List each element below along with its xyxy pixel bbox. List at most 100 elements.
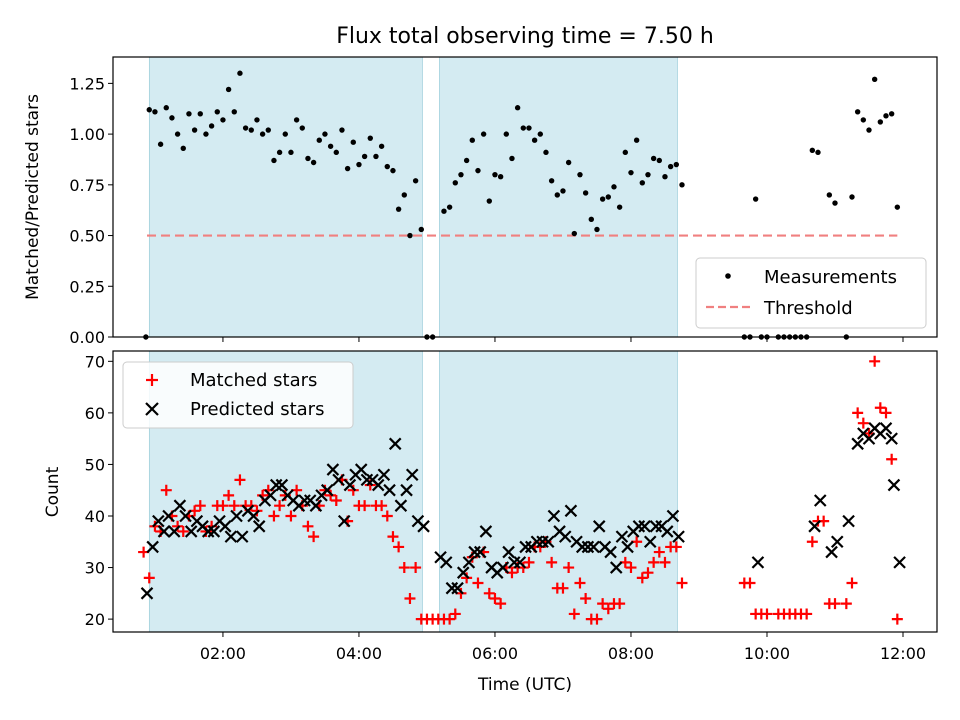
top-legend-box (695, 257, 927, 329)
matched-star-point (648, 556, 660, 568)
top-x-ticks (222, 337, 904, 342)
measurement-point (242, 125, 249, 131)
predicted-star-point (830, 535, 844, 549)
predicted-star-point (326, 463, 340, 476)
measurement-point (214, 109, 220, 115)
predicted-star-point (167, 525, 181, 538)
measurement-point (197, 111, 203, 117)
measurement-point (316, 137, 322, 143)
measurement-point (543, 149, 549, 156)
predicted-star-point (298, 494, 311, 507)
top-shaded-intervals (148, 56, 678, 338)
measurement-point (509, 155, 515, 162)
predicted-star-point (264, 489, 277, 502)
measurement-point (401, 192, 407, 198)
legend-matched-label: Matched stars (190, 370, 317, 391)
measurement-point (645, 171, 651, 178)
top-y-axis: 0.00 0.25 0.50 0.75 1.00 1.25 (69, 74, 113, 347)
measurement-point (526, 125, 532, 131)
measurement-point (565, 159, 572, 166)
x-tick-label: 04:00 (336, 644, 382, 663)
measurement-point (679, 182, 685, 188)
measurement-point (599, 196, 606, 202)
matched-star-point (177, 525, 189, 537)
bottom-legend-box (122, 361, 354, 429)
measurement-point (537, 131, 544, 137)
y-tick-label: 30 (85, 559, 105, 578)
matched-star-point (302, 520, 314, 532)
predicted-star-point (152, 514, 165, 528)
measurement-point (339, 127, 345, 133)
matched-star-point (325, 489, 337, 501)
x-tick-label: 06:00 (472, 644, 518, 663)
measurement-point (356, 161, 362, 168)
predicted-star-point (394, 499, 408, 512)
predicted-star-point (649, 520, 663, 533)
matched-star-point (840, 598, 852, 610)
measurement-point (832, 200, 838, 206)
measurement-point (225, 86, 232, 93)
matched-star-point (268, 510, 280, 522)
predicted-star-point (400, 483, 413, 497)
measurement-point (322, 131, 328, 137)
matched-star-point (308, 531, 320, 543)
measurement-point (622, 149, 629, 156)
measurement-point (146, 107, 152, 113)
predicted-star-point (862, 432, 876, 445)
measurement-point (384, 163, 390, 170)
predicted-star-point (388, 437, 402, 451)
x-tick-label: 10:00 (744, 644, 790, 663)
matched-star-point (546, 556, 558, 568)
measurement-point (860, 117, 867, 123)
matched-star-point (160, 484, 172, 496)
measurement-point (548, 178, 555, 184)
matched-star-point (143, 572, 155, 584)
matched-star-point (376, 500, 388, 512)
y-tick-label: 20 (85, 610, 105, 629)
predicted-star-point (575, 540, 589, 554)
matched-star-point (642, 567, 654, 579)
legend-threshold-label: Threshold (763, 298, 853, 319)
predicted-star-point (558, 530, 572, 543)
measurement-point (259, 131, 266, 137)
chart-title: Flux total observing time = 7.50 h (336, 24, 714, 49)
predicted-star-point (417, 520, 430, 533)
bottom-plot-frame (112, 350, 938, 633)
measurement-point (203, 131, 209, 137)
matched-star-point (472, 577, 484, 589)
y-tick-label: 50 (85, 455, 105, 474)
measurement-point (662, 174, 668, 180)
measurement-point (367, 135, 373, 141)
measurement-point (639, 180, 646, 186)
measurement-point (531, 137, 538, 143)
measurement-point (667, 163, 674, 170)
predicted-star-point (337, 514, 351, 528)
matched-star-point (245, 500, 257, 512)
predicted-star-point (587, 540, 600, 554)
legend-predicted-marker (145, 402, 159, 416)
measurement-point (163, 105, 169, 111)
matched-star-point (359, 500, 371, 512)
predicted-star-point (157, 525, 171, 538)
predicted-star-point (451, 581, 464, 595)
matched-star-point (330, 495, 342, 507)
matched-star-point (234, 474, 246, 486)
measurement-point (503, 131, 509, 137)
measurement-point (333, 149, 339, 156)
predicted-star-point (275, 478, 289, 492)
predicted-star-point (383, 483, 396, 497)
predicted-star-point (230, 509, 243, 523)
matched-star-point (614, 598, 626, 610)
predicted-star-point (893, 556, 906, 569)
matched-star-point (829, 598, 841, 610)
predicted-star-point (439, 556, 453, 569)
measurement-point (475, 167, 481, 174)
measurement-point (395, 206, 402, 212)
measurement-point (469, 137, 475, 143)
predicted-star-point (885, 432, 898, 445)
measurement-point (186, 111, 192, 117)
measurement-point (752, 196, 759, 202)
measurement-point (611, 184, 617, 190)
measurement-point (248, 127, 254, 133)
predicted-star-point (672, 530, 685, 543)
